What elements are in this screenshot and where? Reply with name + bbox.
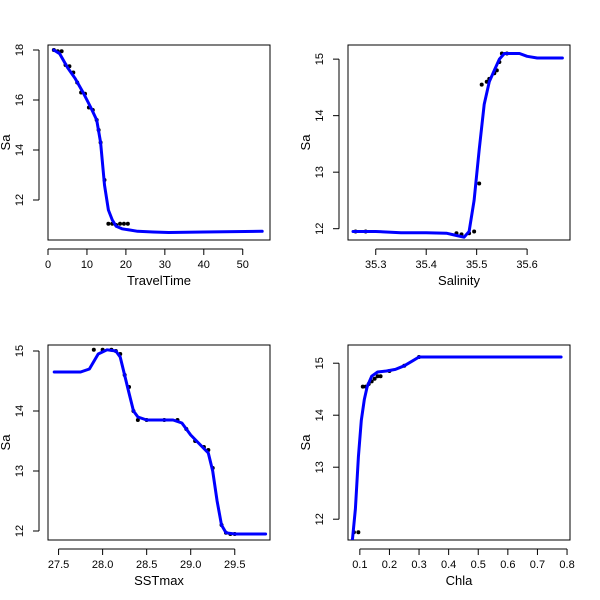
y-tick-label: 15 (14, 345, 26, 357)
y-tick-label: 12 (314, 223, 326, 235)
data-point (372, 376, 377, 381)
x-tick-label: 0.1 (352, 559, 367, 571)
plot-frame (347, 344, 571, 541)
x-tick-label: 20 (120, 259, 132, 271)
plot-frame (347, 44, 571, 241)
points-group (51, 48, 130, 227)
y-axis-label: Sa (298, 134, 313, 151)
x-axis-label: SSTmax (134, 573, 184, 588)
x-tick-label: 0.4 (441, 559, 456, 571)
points-group (351, 354, 422, 535)
y-tick-label: 16 (14, 94, 26, 106)
data-point (91, 347, 96, 352)
x-tick-label: 0 (45, 259, 51, 271)
fit-line (52, 348, 268, 536)
data-point (479, 82, 484, 87)
plot-frame (47, 344, 271, 541)
plot-frame (47, 44, 271, 241)
x-axis-label: Salinity (438, 273, 480, 288)
data-point (360, 384, 365, 389)
y-axis-label: Sa (0, 134, 13, 151)
y-tick-label: 13 (314, 166, 326, 178)
y-tick-label: 14 (14, 405, 26, 417)
y-tick-label: 12 (14, 194, 26, 206)
x-tick-label: 35.6 (516, 259, 537, 271)
x-tick-label: 0.6 (500, 559, 515, 571)
chart-panel: 0.1 0.2 0.3 0.4 0.5 0.6 0.7 0.8 12 13 14 15 Chla Sa (298, 344, 575, 588)
fit-line (52, 48, 264, 234)
x-tick-label: 0.5 (471, 559, 486, 571)
x-tick-label: 35.5 (466, 259, 487, 271)
data-point (375, 374, 380, 379)
x-tick-label: 28.5 (136, 559, 157, 571)
data-point (118, 221, 123, 226)
chart-panel: 0 10 20 30 40 50 12 14 16 18 TravelTime Sa (0, 44, 271, 288)
data-point (356, 530, 361, 535)
x-axis-label: TravelTime (127, 273, 191, 288)
data-point (59, 49, 64, 54)
x-tick-label: 0.2 (382, 559, 397, 571)
points-group (91, 347, 237, 536)
x-tick-label: 0.8 (559, 559, 574, 571)
data-point (378, 374, 383, 379)
y-tick-label: 18 (14, 44, 26, 56)
x-tick-label: 35.3 (365, 259, 386, 271)
x-tick-label: 29.0 (180, 559, 201, 571)
fit-line (350, 355, 563, 540)
x-axis-label: Chla (446, 573, 474, 588)
x-tick-label: 35.4 (415, 259, 436, 271)
y-tick-label: 12 (14, 525, 26, 537)
x-tick-label: 10 (81, 259, 93, 271)
y-tick-label: 14 (14, 144, 26, 156)
x-tick-label: 28.0 (92, 559, 113, 571)
data-point (477, 181, 482, 186)
y-tick-label: 15 (314, 357, 326, 369)
chart-panel: 35.3 35.4 35.5 35.6 12 13 14 15 Salinity Sa (298, 44, 571, 288)
x-tick-label: 50 (237, 259, 249, 271)
x-tick-label: 0.7 (530, 559, 545, 571)
x-tick-label: 29.5 (224, 559, 245, 571)
chart-panel: 27.5 28.0 28.5 29.0 29.5 12 13 14 15 SSTmax Sa (0, 344, 271, 588)
y-tick-label: 13 (14, 465, 26, 477)
x-tick-label: 40 (198, 259, 210, 271)
x-tick-label: 27.5 (48, 559, 69, 571)
points-group (353, 51, 509, 237)
data-point (121, 221, 126, 226)
data-point (125, 221, 130, 226)
y-tick-label: 14 (314, 110, 326, 122)
data-point (472, 229, 477, 234)
y-tick-label: 15 (314, 53, 326, 65)
y-tick-label: 14 (314, 409, 326, 421)
y-axis-label: Sa (0, 434, 13, 451)
data-point (106, 221, 111, 226)
y-axis-label: Sa (298, 434, 313, 451)
fit-line (351, 52, 564, 239)
x-tick-label: 30 (159, 259, 171, 271)
y-tick-label: 12 (314, 513, 326, 525)
y-tick-label: 13 (314, 461, 326, 473)
x-tick-label: 0.3 (411, 559, 426, 571)
data-point (135, 418, 140, 422)
